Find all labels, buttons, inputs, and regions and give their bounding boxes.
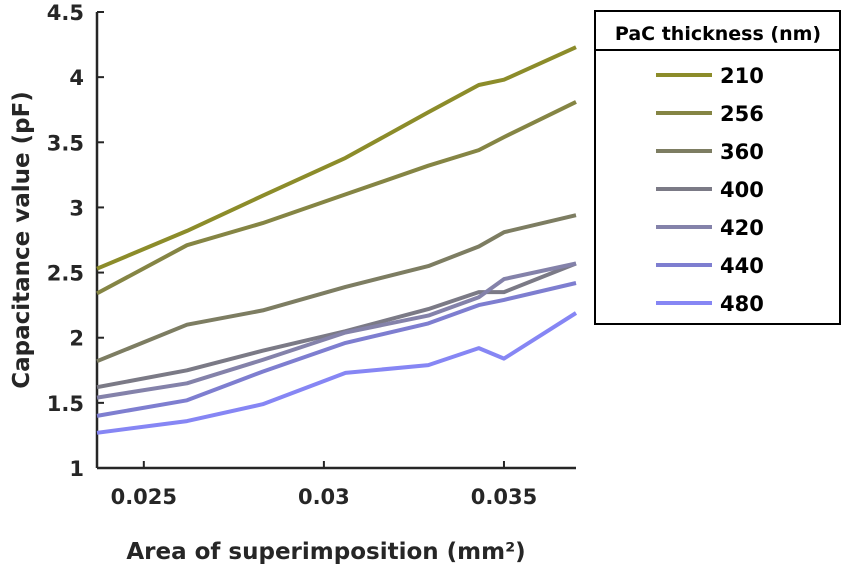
- y-tick-label: 1.5: [47, 392, 84, 416]
- series-layer: [96, 45, 578, 435]
- legend-label-480: 480: [720, 292, 764, 316]
- legend-label-210: 210: [720, 64, 764, 88]
- legend-label-256: 256: [720, 102, 764, 126]
- y-tick-label: 2.5: [47, 262, 84, 286]
- series-line-420: [96, 261, 577, 400]
- series-line-256: [96, 100, 577, 296]
- legend-label-400: 400: [720, 178, 764, 202]
- series-line-360: [96, 213, 577, 364]
- series-line-400: [96, 261, 577, 390]
- y-tick-label: 1: [69, 457, 84, 481]
- legend-title: PaC thickness (nm): [615, 23, 821, 45]
- legend-label-420: 420: [720, 216, 764, 240]
- y-tick-label: 4: [69, 66, 84, 90]
- y-tick-label: 4.5: [47, 1, 84, 25]
- y-axis-label: Capacitance value (pF): [9, 91, 35, 389]
- legend-box: [594, 10, 841, 325]
- legend-items: 210 256 360 400 420 440 480: [656, 64, 764, 316]
- legend-label-360: 360: [720, 140, 764, 164]
- x-tick-label: 0.03: [298, 485, 350, 509]
- y-tick-label: 2: [69, 327, 84, 351]
- y-tick-label: 3.5: [47, 131, 84, 155]
- y-tick-label: 3: [69, 196, 84, 220]
- series-line-210: [96, 45, 577, 271]
- legend-label-440: 440: [720, 254, 764, 278]
- x-tick-label: 0.035: [471, 485, 537, 509]
- series-line-440: [96, 281, 577, 418]
- legend: PaC thickness (nm) 210 256 360 400 420 440 480: [594, 10, 841, 325]
- x-tick-label: 0.025: [111, 485, 177, 509]
- x-axis-label: Area of superimposition (mm²): [126, 539, 525, 565]
- axes: 0.025 0.03 0.035 1 1.5 2 2.5 3 3.5 4 4.5: [47, 1, 576, 509]
- series-line-480: [96, 311, 578, 435]
